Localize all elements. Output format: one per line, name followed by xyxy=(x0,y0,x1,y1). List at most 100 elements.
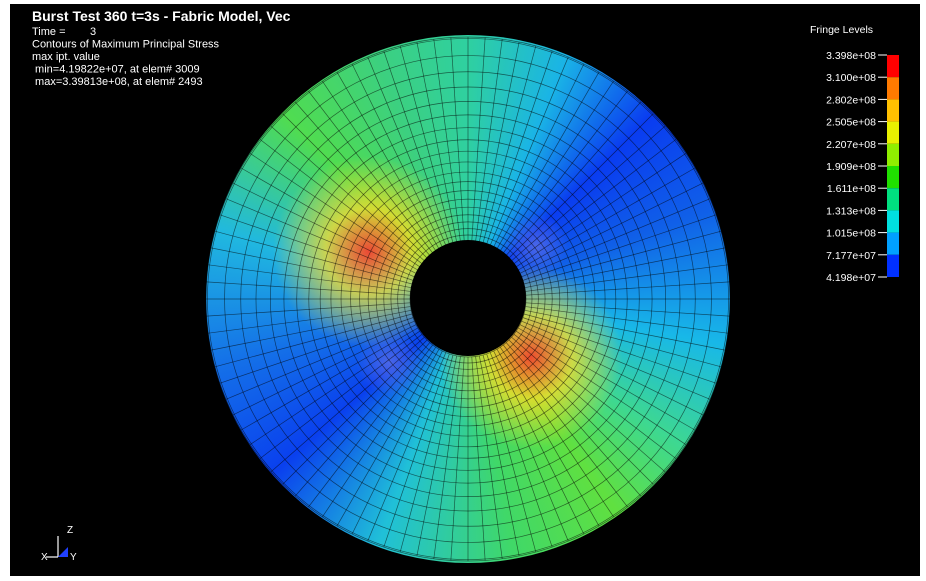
legend-level: 3.100e+08 xyxy=(826,72,876,84)
mesh-ring xyxy=(367,198,569,400)
mesh-ring xyxy=(409,240,527,358)
mesh-line xyxy=(206,302,411,317)
legend-level: 7.177e+07 xyxy=(826,250,876,262)
legend-level: 2.802e+08 xyxy=(826,94,876,106)
header-line: min=4.19822e+07, at elem# 3009 xyxy=(32,64,200,76)
mesh-ring xyxy=(375,206,561,392)
legend-level: 3.398e+08 xyxy=(826,50,876,62)
legend-level: 4.198e+07 xyxy=(826,272,876,284)
mesh-ring xyxy=(205,36,731,562)
mesh-line xyxy=(518,327,696,431)
legend-level: 1.313e+08 xyxy=(826,205,876,217)
mesh-ring xyxy=(397,228,539,370)
legend-band xyxy=(887,210,899,233)
mesh-line xyxy=(294,101,431,256)
mesh-line xyxy=(496,349,600,527)
mesh-line xyxy=(336,71,440,249)
axis-y: Y xyxy=(70,552,77,563)
legend-band xyxy=(887,99,899,122)
mesh-line xyxy=(471,356,486,561)
mesh-line xyxy=(225,198,415,278)
mesh-line xyxy=(206,281,411,296)
legend-level: 2.207e+08 xyxy=(826,139,876,151)
mesh-line xyxy=(336,349,440,527)
mesh-ring xyxy=(240,71,696,527)
mesh-ring xyxy=(383,214,553,384)
header-line: max=3.39813e+08, at elem# 2493 xyxy=(32,76,203,88)
header-line: max ipt. value xyxy=(32,51,100,63)
mesh-line xyxy=(496,71,600,249)
legend-band xyxy=(887,121,899,144)
mesh-ring xyxy=(296,127,640,471)
mesh xyxy=(205,36,731,562)
mesh-line xyxy=(282,339,428,485)
triad: Z X Y xyxy=(41,525,77,563)
mesh-line xyxy=(240,327,418,431)
legend-band xyxy=(887,77,899,100)
legend-title: Fringe Levels xyxy=(810,24,873,36)
mesh-line xyxy=(270,336,425,473)
mesh-line xyxy=(518,167,696,271)
mesh-line xyxy=(308,90,433,254)
mesh-ring xyxy=(269,100,667,498)
mesh-line xyxy=(489,352,569,542)
viewport: Burst Test 360 t=3s - Fabric Model, Vec … xyxy=(10,4,920,576)
mesh-line xyxy=(508,113,654,259)
mesh-ring xyxy=(207,38,729,560)
mesh-line xyxy=(505,101,642,256)
mesh-line xyxy=(503,90,628,254)
mesh-line xyxy=(511,336,666,473)
mesh-ring xyxy=(390,221,546,377)
legend-band xyxy=(887,254,899,277)
mesh-line xyxy=(513,139,677,264)
mesh-line xyxy=(367,56,447,246)
mesh-line xyxy=(450,356,465,561)
mesh-line xyxy=(259,139,423,264)
legend-band xyxy=(887,143,899,166)
legend-band xyxy=(887,188,899,211)
mesh-line xyxy=(471,37,486,242)
mesh-line xyxy=(511,125,666,262)
legend-level: 1.611e+08 xyxy=(827,183,876,195)
legend-level: 2.505e+08 xyxy=(826,117,876,129)
mesh-ring xyxy=(319,150,617,448)
legend-band xyxy=(887,55,899,78)
mesh-line xyxy=(259,334,423,459)
mesh-line xyxy=(508,339,654,485)
mesh-ring xyxy=(350,181,586,417)
mesh-line xyxy=(270,125,425,262)
legend-level: 1.015e+08 xyxy=(826,228,876,240)
mesh-ring xyxy=(330,161,606,437)
mesh-ring xyxy=(224,55,712,543)
mesh-ring xyxy=(283,114,653,484)
axis-x: X xyxy=(41,552,48,563)
mesh-line xyxy=(489,56,569,246)
header-line: Time = 3 xyxy=(32,26,96,38)
title: Burst Test 360 t=3s - Fabric Model, Vec xyxy=(32,8,291,24)
mesh-line xyxy=(521,198,711,278)
mesh-ring xyxy=(340,171,596,427)
legend-band xyxy=(887,166,899,189)
mesh-ring xyxy=(359,190,577,408)
axis-z: Z xyxy=(67,525,73,536)
mesh-line xyxy=(505,342,642,497)
mesh-ring xyxy=(308,139,628,459)
mesh-line xyxy=(503,344,628,508)
mesh-line xyxy=(308,344,433,508)
mesh-line xyxy=(282,113,428,259)
mesh-line xyxy=(225,320,415,400)
legend-band xyxy=(887,232,899,255)
mesh-ring xyxy=(255,86,681,512)
mesh-line xyxy=(294,342,431,497)
legend-level: 1.909e+08 xyxy=(826,161,876,173)
mesh-line xyxy=(525,281,730,296)
mesh-line xyxy=(521,320,711,400)
hole xyxy=(410,240,526,356)
header-line: Contours of Maximum Principal Stress xyxy=(32,39,220,51)
mesh-ring xyxy=(403,234,533,364)
mesh-line xyxy=(367,352,447,542)
mesh-line xyxy=(525,302,730,317)
mesh-line xyxy=(240,167,418,271)
